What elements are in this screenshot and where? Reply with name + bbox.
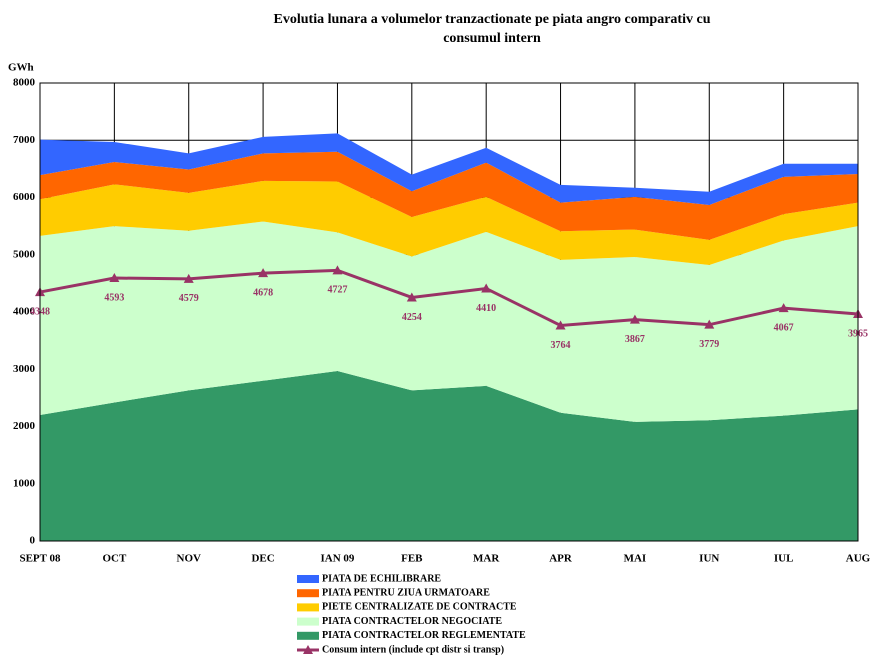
y-tick-label: 1000: [13, 477, 36, 489]
data-label: 3764: [551, 340, 571, 351]
x-tick-label: APR: [549, 553, 573, 565]
y-tick-label: 7000: [13, 134, 36, 146]
data-label: 4067: [774, 322, 794, 333]
line-marker: [258, 268, 269, 278]
data-label: 4579: [179, 293, 199, 304]
legend-swatch: [297, 603, 319, 612]
legend-label: PIETE CENTRALIZATE DE CONTRACTE: [322, 602, 517, 613]
y-tick-label: 0: [30, 535, 36, 547]
line-marker: [406, 292, 417, 302]
legend-label: PIATA DE ECHILIBRARE: [322, 573, 441, 584]
legend-swatch: [297, 575, 319, 583]
chart-title: Evolutia lunara a volumelor tranzactiona…: [274, 12, 711, 27]
data-label: 4410: [476, 303, 496, 314]
legend-label: PIATA CONTRACTELOR NEGOCIATE: [322, 616, 502, 627]
data-label: 4593: [104, 292, 124, 303]
legend-swatch: [297, 589, 319, 598]
x-tick-label: AUG: [846, 553, 871, 565]
area: [40, 133, 858, 205]
y-tick-label: 6000: [13, 191, 36, 203]
x-tick-label: IUL: [774, 553, 794, 565]
y-tick-label: 8000: [13, 77, 36, 89]
legend-label: PIATA PENTRU ZIUA URMATOARE: [322, 587, 490, 598]
line-marker: [481, 283, 492, 293]
data-label: 3867: [625, 334, 645, 345]
y-axis-label: GWh: [8, 62, 34, 74]
line: [39, 268, 859, 328]
data-label: 4254: [402, 312, 422, 323]
line-marker: [555, 320, 566, 330]
x-tick-label: OCT: [102, 553, 127, 565]
data-label: 4678: [253, 287, 273, 298]
legend-swatch: [297, 617, 319, 626]
x-tick-label: MAI: [624, 553, 647, 565]
x-tick-label: IUN: [699, 553, 719, 565]
line-marker: [183, 273, 194, 283]
legend-label: Consum intern (include cpt distr si tran…: [322, 644, 504, 655]
line-marker: [332, 265, 343, 275]
y-tick-label: 5000: [13, 248, 36, 260]
y-tick-label: 2000: [13, 420, 36, 432]
area: [40, 151, 858, 240]
area: [40, 180, 858, 266]
x-tick-label: FEB: [401, 553, 423, 565]
legend-swatch: [297, 631, 319, 640]
x-tick-label: IAN 09: [320, 553, 354, 565]
data-label: 4727: [327, 285, 347, 296]
x-tick-label: MAR: [473, 553, 500, 565]
y-tick-label: 4000: [13, 306, 36, 318]
y-tick-label: 3000: [13, 363, 36, 375]
data-label: 3779: [699, 339, 719, 350]
legend-label: PIATA CONTRACTELOR REGLEMENTATE: [322, 630, 526, 641]
chart-title: consumul intern: [443, 31, 541, 46]
legend-marker: [303, 645, 313, 654]
line-marker: [778, 303, 789, 313]
line-marker: [109, 273, 120, 283]
area: [40, 221, 858, 422]
line-marker: [629, 314, 640, 324]
plot-frame: [39, 82, 859, 542]
area: [40, 370, 858, 541]
x-tick-label: DEC: [251, 553, 274, 565]
x-tick-label: NOV: [177, 553, 202, 565]
line-marker: [704, 319, 715, 329]
x-tick-label: SEPT 08: [19, 553, 61, 565]
